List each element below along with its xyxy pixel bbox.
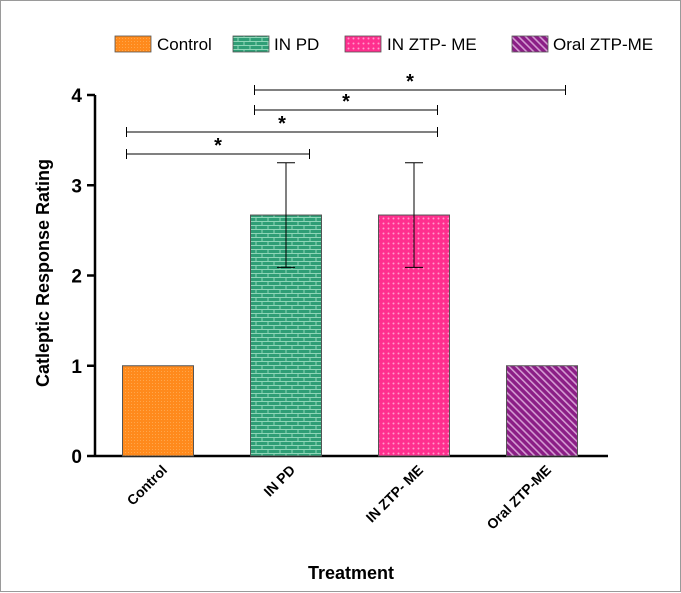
legend-label: IN PD <box>274 35 319 54</box>
y-tick-label: 0 <box>71 447 82 468</box>
significance-bracket: * <box>254 71 566 95</box>
y-tick-label: 2 <box>71 267 82 288</box>
legend-swatch-in-pd <box>232 35 270 53</box>
y-ticks: 0 1 2 3 4 <box>71 86 95 468</box>
legend-item: Oral ZTP-ME <box>511 35 653 54</box>
bar <box>122 365 194 457</box>
significance-label: * <box>406 71 414 93</box>
legend-item: Control <box>114 35 212 54</box>
significance-brackets: * * * * <box>126 71 566 159</box>
legend-label: IN ZTP- ME <box>387 35 477 54</box>
legend-label: Oral ZTP-ME <box>553 35 653 54</box>
significance-label: * <box>342 91 350 113</box>
x-tick-label: Control <box>124 462 171 509</box>
legend: Control IN PD IN ZTP- ME Oral ZTP-ME <box>114 35 653 54</box>
y-tick-label: 4 <box>71 86 82 107</box>
significance-bracket: * <box>126 113 438 137</box>
legend-label: Control <box>157 35 212 54</box>
y-tick-label: 3 <box>71 176 82 197</box>
error-bars <box>277 162 423 268</box>
significance-bracket: * <box>126 135 310 159</box>
legend-item: IN ZTP- ME <box>344 35 477 54</box>
bars <box>122 214 578 457</box>
x-ticks: Control IN PD IN ZTP- ME Oral ZTP-ME <box>124 462 555 533</box>
legend-swatch-control <box>114 35 152 53</box>
y-tick-label: 1 <box>71 357 82 378</box>
bar <box>506 365 578 457</box>
legend-item: IN PD <box>232 35 319 54</box>
significance-label: * <box>278 113 286 135</box>
x-tick-label: Oral ZTP-ME <box>483 462 554 533</box>
legend-swatch-in-ztp-me <box>344 35 382 53</box>
significance-label: * <box>214 135 222 157</box>
x-axis-label: Treatment <box>308 563 394 583</box>
y-axis-label: Catleptic Response Rating <box>33 159 53 387</box>
x-tick-label: IN PD <box>260 462 298 500</box>
legend-swatch-oral-ztp-me <box>511 35 549 53</box>
x-tick-label: IN ZTP- ME <box>363 462 427 526</box>
significance-bracket: * <box>254 91 438 115</box>
